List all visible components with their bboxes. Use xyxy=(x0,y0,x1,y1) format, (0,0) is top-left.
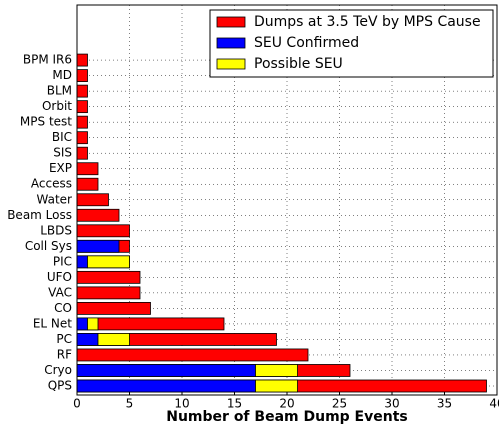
bar xyxy=(76,177,99,191)
legend-swatch xyxy=(216,58,246,70)
y-tick-label: Access xyxy=(31,177,72,191)
legend-label: Possible SEU xyxy=(254,56,343,72)
plot-frame xyxy=(76,4,498,396)
bar xyxy=(255,364,298,377)
bar xyxy=(255,379,298,393)
legend-box xyxy=(209,9,494,78)
x-tick-label: 30 xyxy=(384,397,399,411)
bar xyxy=(76,317,88,331)
legend-label: Dumps at 3.5 TeV by MPS Cause xyxy=(254,14,481,30)
legend-swatch xyxy=(216,37,246,49)
bar xyxy=(76,69,88,82)
bar xyxy=(87,317,99,331)
y-tick-label: PIC xyxy=(53,254,72,268)
bar xyxy=(76,239,120,253)
x-tick-label: 40 xyxy=(489,397,499,411)
y-tick-label: Orbit xyxy=(42,99,72,113)
bar xyxy=(76,379,256,393)
legend-label: SEU Confirmed xyxy=(254,35,359,51)
bar xyxy=(76,255,88,269)
x-tick-label: 5 xyxy=(126,397,134,411)
y-tick-label: BLM xyxy=(47,84,72,98)
bar xyxy=(76,84,88,98)
x-tick-label: 15 xyxy=(227,397,242,411)
y-tick-label: SIS xyxy=(53,146,72,160)
bar xyxy=(76,146,88,160)
y-tick-label: RF xyxy=(57,347,72,361)
bar xyxy=(76,286,141,300)
y-tick-label: Coll Sys xyxy=(25,239,72,253)
y-tick-label: MPS test xyxy=(20,115,72,129)
x-axis-label: Number of Beam Dump Events xyxy=(166,409,407,425)
y-tick-label: Beam Loss xyxy=(7,208,72,222)
y-tick-label: VAC xyxy=(48,285,72,299)
bar xyxy=(76,348,309,362)
y-tick-label: LBDS xyxy=(40,223,72,237)
y-tick-label: PC xyxy=(56,332,72,346)
bar xyxy=(76,364,256,377)
bar xyxy=(76,53,88,67)
bar xyxy=(76,162,99,176)
bar xyxy=(76,270,141,284)
x-tick-label: 20 xyxy=(279,397,294,411)
bar xyxy=(97,333,130,346)
x-tick-label: 35 xyxy=(437,397,452,411)
legend-swatch xyxy=(216,16,246,28)
y-tick-label: Cryo xyxy=(44,363,72,377)
y-tick-label: BIC xyxy=(52,130,72,144)
bar xyxy=(76,333,99,346)
x-tick-label: 10 xyxy=(174,397,189,411)
bar xyxy=(76,224,130,238)
bar xyxy=(76,115,88,129)
bar xyxy=(76,193,109,207)
y-tick-label: BPM IR6 xyxy=(23,53,72,67)
x-tick-label: 25 xyxy=(332,397,347,411)
y-tick-label: UFO xyxy=(47,270,72,284)
bar xyxy=(76,208,120,222)
y-tick-label: MD xyxy=(52,68,72,82)
x-tick-label: 0 xyxy=(73,397,81,411)
y-tick-label: QPS xyxy=(48,379,72,393)
bar xyxy=(76,301,151,315)
bar xyxy=(76,317,225,331)
bar xyxy=(76,100,88,114)
y-tick-label: EL Net xyxy=(33,316,72,330)
bar xyxy=(76,131,88,145)
legend: Dumps at 3.5 TeV by MPS Cause SEU Confirm… xyxy=(209,9,494,78)
y-tick-label: CO xyxy=(54,301,72,315)
y-tick-label: EXP xyxy=(49,161,72,175)
bar xyxy=(87,255,130,269)
y-tick-label: Water xyxy=(37,192,73,206)
